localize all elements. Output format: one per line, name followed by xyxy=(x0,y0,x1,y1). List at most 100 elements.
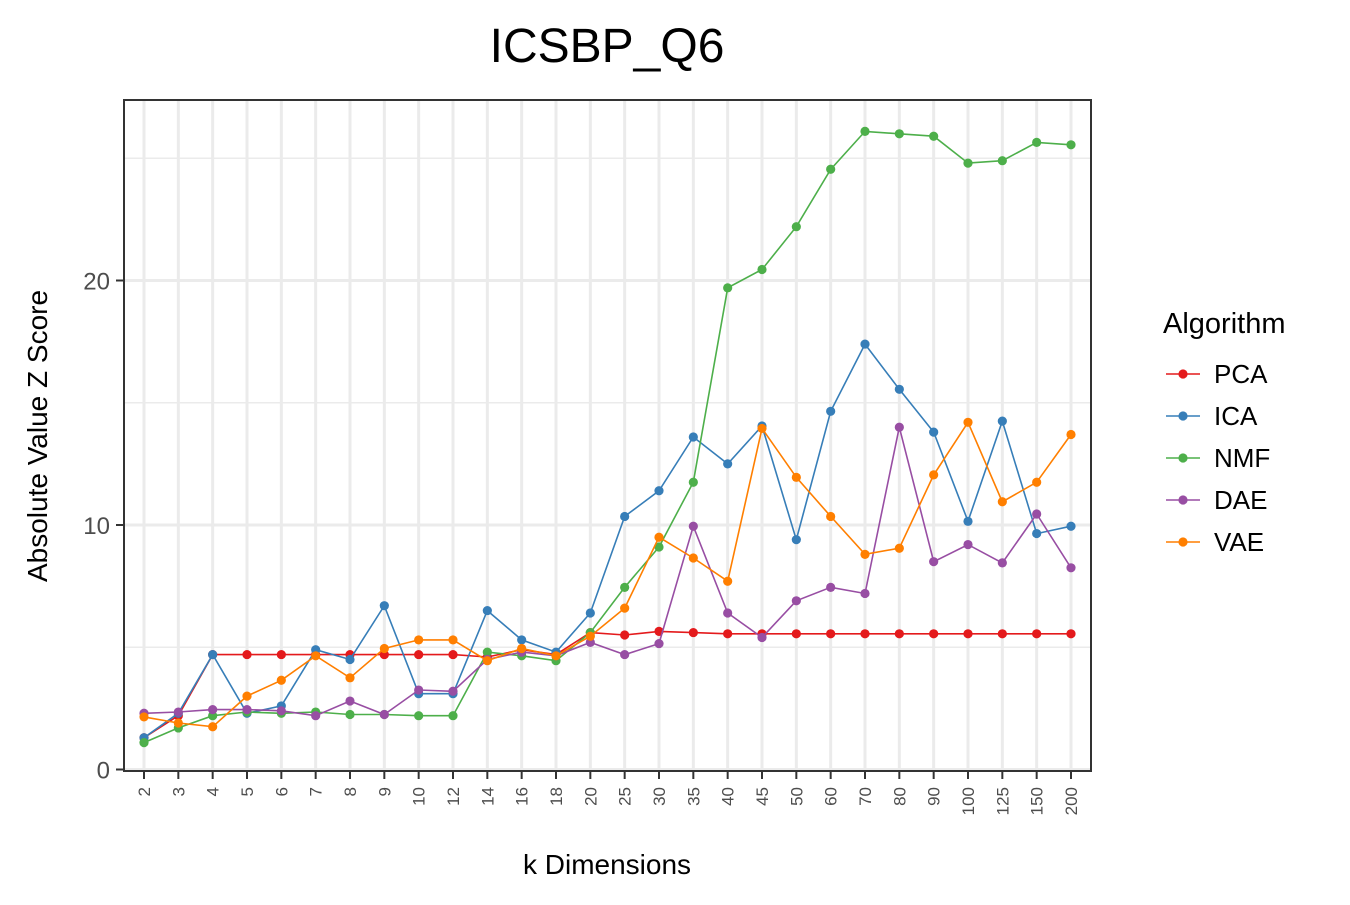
x-tick-label: 200 xyxy=(1062,787,1081,815)
plot-panel-border xyxy=(123,99,1092,772)
data-point xyxy=(723,283,733,293)
grid xyxy=(124,100,1091,771)
data-point xyxy=(208,649,218,660)
legend-title: Algorithm xyxy=(1163,308,1286,340)
x-tick-label: 18 xyxy=(547,787,566,806)
x-tick-label: 4 xyxy=(204,787,223,796)
data-point xyxy=(379,709,389,720)
x-tick-label: 6 xyxy=(272,787,291,796)
data-point xyxy=(860,629,870,639)
data-point xyxy=(723,459,733,469)
x-tick-label: 50 xyxy=(787,787,806,806)
data-point xyxy=(276,649,286,660)
data-point xyxy=(517,635,527,645)
x-tick-label: 16 xyxy=(513,787,532,806)
data-point xyxy=(448,635,458,645)
x-tick-label: 70 xyxy=(856,787,875,806)
data-point xyxy=(1032,137,1042,147)
x-tick-label: 12 xyxy=(444,787,463,806)
x-tick-label: 3 xyxy=(169,787,188,796)
y-axis-label: Absolute Value Z Score xyxy=(22,290,53,582)
x-tick-label: 7 xyxy=(307,787,326,796)
data-point xyxy=(997,156,1007,166)
data-point xyxy=(791,535,801,545)
legend-items: PCA ICA NMF DAE VAE xyxy=(1166,359,1270,557)
data-point xyxy=(791,222,801,232)
data-point xyxy=(1032,629,1042,639)
data-point xyxy=(997,558,1007,568)
data-point xyxy=(1032,477,1042,487)
series-line-vae xyxy=(143,420,1072,728)
data-point xyxy=(826,582,836,592)
x-tick-label: 2 xyxy=(135,787,154,796)
y-tick-label: 0 xyxy=(97,758,110,785)
series-dae xyxy=(139,422,1076,721)
data-point xyxy=(173,707,183,717)
data-point xyxy=(448,711,458,721)
data-point xyxy=(997,416,1007,426)
data-point xyxy=(791,472,801,482)
data-point xyxy=(757,264,767,275)
data-point xyxy=(482,647,492,657)
data-point xyxy=(963,539,973,550)
x-tick-label: 10 xyxy=(410,787,429,806)
x-tick-label: 60 xyxy=(822,787,841,806)
data-point xyxy=(894,384,904,394)
x-tick-label: 40 xyxy=(719,787,738,806)
data-point xyxy=(620,603,630,613)
x-tick-label: 90 xyxy=(925,787,944,806)
data-point xyxy=(379,643,389,654)
data-point xyxy=(654,532,664,542)
x-tick-label: 25 xyxy=(616,787,635,806)
y-tick-label: 10 xyxy=(83,513,110,540)
data-point xyxy=(860,588,870,599)
data-point xyxy=(723,629,733,639)
data-point xyxy=(757,632,767,643)
data-point xyxy=(276,706,286,716)
data-point xyxy=(208,704,218,715)
data-point xyxy=(620,649,630,660)
data-point xyxy=(723,576,733,586)
data-point xyxy=(139,738,149,748)
data-point xyxy=(894,543,904,553)
data-point xyxy=(688,553,698,563)
y-tick-label: 20 xyxy=(83,269,110,296)
data-point xyxy=(585,631,595,641)
x-tick-label: 30 xyxy=(650,787,669,806)
data-point xyxy=(173,718,183,728)
legend-item-ica: ICA xyxy=(1166,401,1258,431)
series-vae xyxy=(139,417,1076,732)
data-point xyxy=(929,629,939,639)
x-tick-label: 35 xyxy=(684,787,703,806)
data-point xyxy=(585,608,595,618)
data-point xyxy=(1066,629,1076,639)
data-point xyxy=(963,158,973,168)
data-point xyxy=(1032,528,1042,539)
data-point xyxy=(311,711,321,721)
data-point xyxy=(139,712,149,722)
data-point xyxy=(620,511,630,522)
legend-item-vae: VAE xyxy=(1166,527,1264,557)
data-point xyxy=(929,427,939,437)
data-point xyxy=(791,596,801,606)
data-point xyxy=(242,691,252,701)
data-point xyxy=(929,557,939,567)
data-point xyxy=(1032,509,1042,519)
series-line-dae xyxy=(143,427,1072,717)
legend-key-point xyxy=(1178,411,1188,421)
data-point xyxy=(654,638,664,649)
data-point xyxy=(929,470,939,480)
legend: Algorithm PCA ICA NMF DAE VAE xyxy=(1163,308,1286,557)
legend-item-pca: PCA xyxy=(1166,359,1268,389)
legend-key-point xyxy=(1178,453,1188,463)
data-point xyxy=(688,627,698,638)
data-point xyxy=(448,686,458,696)
data-point xyxy=(997,497,1007,507)
data-point xyxy=(1066,140,1076,150)
data-point xyxy=(688,432,698,442)
data-point xyxy=(688,477,698,487)
data-point xyxy=(482,605,492,616)
x-tick-label: 150 xyxy=(1028,787,1047,815)
